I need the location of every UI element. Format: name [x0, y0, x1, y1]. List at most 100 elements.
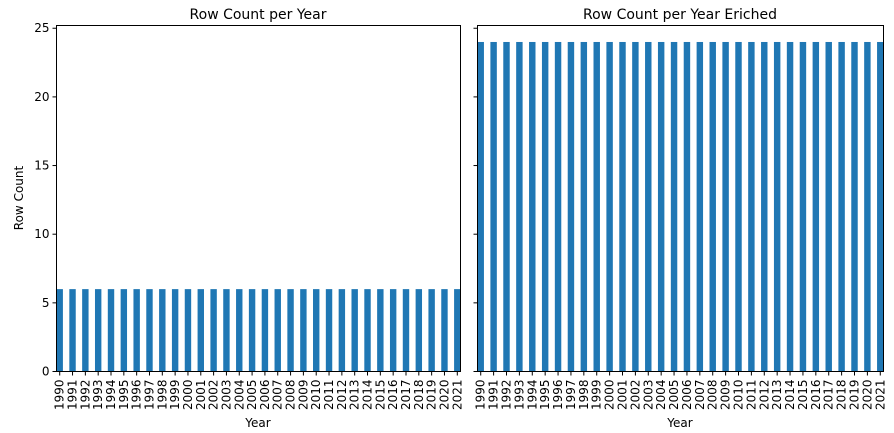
- left-x-tick-label: 1994: [104, 380, 118, 411]
- left-x-tick-label: 2016: [386, 380, 400, 411]
- right-chart-title: Row Count per Year Eriched: [583, 7, 777, 23]
- right-bar-1994: [529, 41, 536, 372]
- left-x-tick-label: 2004: [232, 380, 246, 411]
- left-bar-2008: [287, 289, 294, 372]
- right-bar-2015: [799, 41, 807, 372]
- left-plot-frame: [56, 25, 461, 372]
- right-bar-2011: [748, 41, 755, 372]
- right-y-ticks: [473, 27, 478, 372]
- left-y-tick-label: 25: [34, 21, 49, 35]
- left-bar-1993: [94, 289, 102, 372]
- left-x-tick-label: 2019: [425, 380, 439, 411]
- left-bar-1999: [171, 289, 179, 372]
- right-x-tick-label: 2021: [873, 380, 887, 411]
- right-bar-2005: [670, 41, 678, 372]
- left-x-tick-label: 1990: [53, 380, 67, 411]
- right-x-tick-label: 2000: [603, 380, 617, 411]
- left-x-tick-label: 2018: [412, 380, 426, 411]
- left-bar-1991: [69, 289, 76, 372]
- left-x-tick-label: 2005: [245, 380, 259, 411]
- left-x-tick-label: 1996: [130, 380, 144, 411]
- right-bar-1998: [580, 41, 588, 372]
- right-bar-2021: [877, 41, 884, 372]
- right-x-axis-label: Year: [666, 416, 692, 430]
- right-subplot: Row Count per Year Eriched Year 19901991…: [473, 7, 887, 430]
- right-plot-frame: [477, 25, 884, 372]
- left-x-tick-label: 1998: [155, 380, 169, 411]
- left-bar-2000: [184, 289, 192, 372]
- left-x-tick-label: 2014: [361, 380, 375, 411]
- right-bar-1990: [477, 41, 484, 372]
- right-x-tick-label: 2009: [719, 380, 733, 411]
- left-x-tick-label: 2003: [219, 380, 233, 411]
- right-x-tick-label: 1993: [512, 380, 526, 411]
- right-x-tick-label: 2016: [809, 380, 823, 411]
- right-bar-1995: [541, 41, 549, 372]
- right-x-tick-label: 2008: [706, 380, 720, 411]
- left-bar-2021: [454, 289, 461, 372]
- left-bar-1990: [56, 289, 63, 372]
- left-bar-2014: [364, 289, 371, 372]
- right-x-tick-label: 2020: [860, 380, 874, 411]
- left-x-tick-label: 1992: [78, 380, 92, 411]
- left-y-tick-label: 5: [42, 296, 50, 310]
- right-bar-2012: [761, 41, 768, 372]
- left-bar-2013: [351, 289, 358, 372]
- left-x-tick-label: 2007: [271, 380, 285, 411]
- left-x-tick-label: 1995: [117, 380, 131, 411]
- right-x-tick-label: 2002: [628, 380, 642, 411]
- right-x-tick-label: 2006: [680, 380, 694, 411]
- right-bar-2020: [864, 41, 871, 372]
- right-x-tick-label: 2018: [835, 380, 849, 411]
- right-x-tick-label: 2013: [770, 380, 784, 411]
- right-bar-2019: [851, 41, 858, 372]
- left-x-tick-label: 1993: [91, 380, 105, 411]
- left-y-tick-label: 15: [34, 159, 49, 173]
- left-bar-2005: [248, 289, 256, 372]
- left-bar-2018: [415, 289, 423, 372]
- right-bar-1991: [490, 41, 497, 372]
- right-bar-2003: [645, 41, 652, 372]
- left-subplot: Row Count per Year Year Row Count 0 5 10 15…: [12, 7, 464, 430]
- left-x-tick-label: 2010: [309, 380, 323, 411]
- right-bar-1996: [554, 41, 562, 372]
- left-x-tick-label: 2008: [284, 380, 298, 411]
- left-bar-2011: [325, 289, 333, 372]
- left-bar-2019: [428, 289, 435, 372]
- right-x-tick-label: 2010: [732, 380, 746, 411]
- left-bar-2017: [402, 289, 410, 372]
- left-bars: [56, 289, 461, 372]
- left-bar-1998: [159, 289, 166, 372]
- left-bar-1994: [107, 289, 115, 372]
- left-x-tick-label: 2009: [296, 380, 310, 411]
- left-x-tick-label: 2015: [373, 380, 387, 411]
- right-x-tick-label: 2004: [654, 380, 668, 411]
- left-bar-2006: [261, 289, 269, 372]
- right-bars: [477, 41, 884, 372]
- right-bar-1992: [503, 41, 510, 372]
- left-y-tick-label: 10: [34, 227, 49, 241]
- right-bar-2010: [735, 41, 742, 372]
- left-chart-title: Row Count per Year: [190, 7, 327, 23]
- right-bar-2008: [709, 41, 716, 372]
- right-x-tick-label: 1992: [500, 380, 514, 411]
- right-bar-2007: [696, 41, 704, 372]
- right-x-tick-label: 2014: [783, 380, 797, 411]
- right-bar-2017: [825, 41, 832, 372]
- right-x-tick-label: 1997: [564, 380, 578, 411]
- left-y-tick-label: 20: [34, 90, 49, 104]
- left-x-tick-label: 2017: [399, 380, 413, 411]
- right-x-tick-label: 2003: [641, 380, 655, 411]
- left-x-tick-label: 1997: [142, 380, 156, 411]
- right-bar-2004: [657, 41, 665, 372]
- left-bar-2004: [236, 289, 243, 372]
- left-bar-2009: [300, 289, 307, 372]
- right-x-tick-label: 2012: [757, 380, 771, 411]
- left-y-tick-label: 0: [42, 365, 50, 379]
- left-x-ticks: 1990199119921993199419951996199719981999…: [53, 371, 464, 411]
- right-bar-2013: [773, 41, 781, 372]
- right-bar-2002: [632, 41, 639, 372]
- left-bar-1997: [146, 289, 153, 372]
- left-y-ticks: 0 5 10 15 20 25: [34, 21, 57, 379]
